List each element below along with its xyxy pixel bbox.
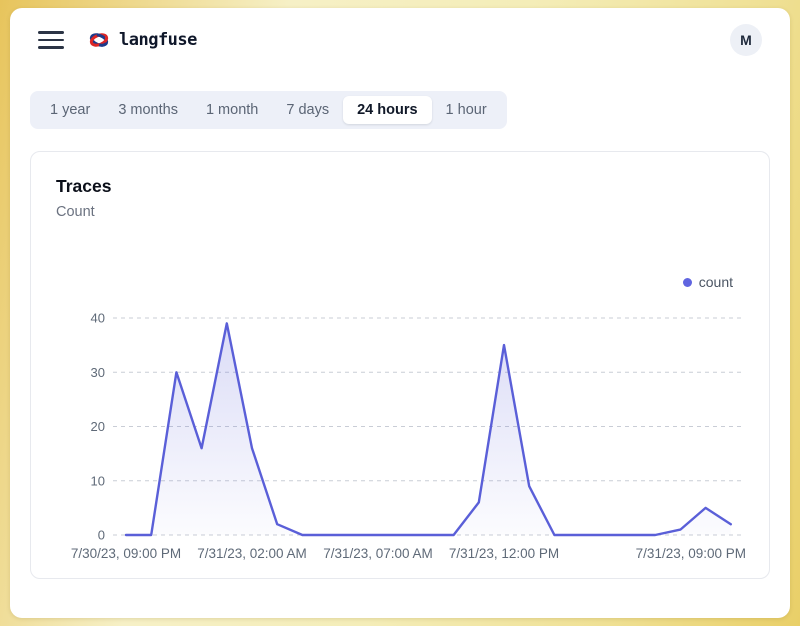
card-title: Traces xyxy=(56,176,112,196)
y-tick-label: 10 xyxy=(91,473,105,488)
tab-24-hours[interactable]: 24 hours xyxy=(343,96,432,124)
langfuse-logo-icon xyxy=(89,33,109,47)
x-tick-label: 7/31/23, 12:00 PM xyxy=(449,546,559,561)
tab-1-month[interactable]: 1 month xyxy=(192,96,272,124)
brand-name: langfuse xyxy=(119,30,197,50)
tab-1-year[interactable]: 1 year xyxy=(36,96,104,124)
y-tick-label: 30 xyxy=(91,365,105,380)
y-tick-label: 20 xyxy=(91,419,105,434)
count-line xyxy=(124,322,732,537)
traces-chart-canvas[interactable]: 0 10 20 30 40 7/30/23, 09:00 PM 7/31/23, 02:00… xyxy=(31,302,771,572)
card-subtitle: Count xyxy=(56,204,95,220)
hamburger-menu-button[interactable] xyxy=(38,30,64,50)
hamburger-icon xyxy=(38,31,64,34)
tab-7-days[interactable]: 7 days xyxy=(272,96,343,124)
x-tick-label: 7/31/23, 02:00 AM xyxy=(197,546,307,561)
avatar-initial: M xyxy=(740,32,752,48)
tab-1-hour[interactable]: 1 hour xyxy=(432,96,501,124)
x-tick-label: 7/30/23, 09:00 PM xyxy=(71,546,181,561)
time-range-tabbar: 1 year 3 months 1 month 7 days 24 hours … xyxy=(30,91,507,129)
chart-legend: count xyxy=(682,274,733,290)
y-tick-label: 0 xyxy=(98,528,105,543)
tab-3-months[interactable]: 3 months xyxy=(104,96,192,124)
legend-count-dot xyxy=(682,277,692,287)
x-tick-label: 7/31/23, 09:00 PM xyxy=(636,546,746,561)
header: langfuse M xyxy=(10,8,790,72)
count-area xyxy=(126,323,731,535)
brand-link[interactable]: langfuse xyxy=(88,30,197,50)
legend-count-label: count xyxy=(698,274,733,290)
y-tick-label: 40 xyxy=(91,311,105,326)
avatar-button[interactable]: M xyxy=(730,24,762,56)
x-tick-label: 7/31/23, 07:00 AM xyxy=(323,546,433,561)
header-left: langfuse xyxy=(38,30,197,50)
app-window: langfuse M 1 year 3 months 1 month 7 day… xyxy=(10,8,790,618)
traces-card: Traces Count count 0 10 20 30 40 7/30/23, 09:… xyxy=(30,151,770,579)
